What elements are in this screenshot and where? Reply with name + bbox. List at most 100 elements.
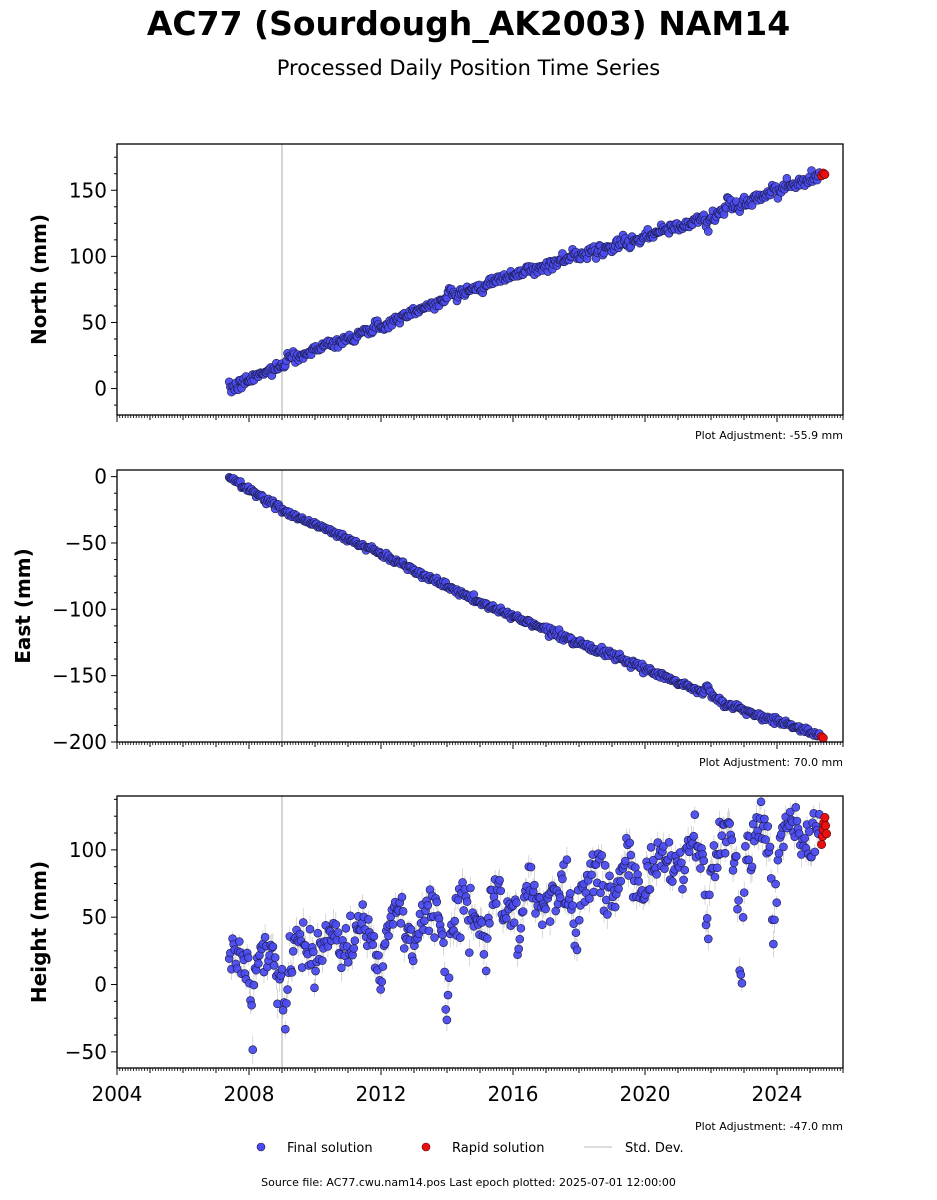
final-point [491,899,501,908]
final-point [696,864,705,873]
east-panel: 0 −50 −100 −150 −200 East (mm) Plot Adjustme… [11,465,844,769]
final-point [283,985,292,994]
final-point [450,916,460,926]
final-point [761,835,770,844]
final-point [453,895,463,905]
final-point [466,883,475,893]
height-rapid-points [817,813,831,849]
height-final-points [224,797,824,1054]
final-point [479,950,489,959]
final-point [310,983,319,993]
final-point [769,939,778,949]
final-point [772,898,782,907]
final-point [739,888,749,897]
final-point [234,937,244,946]
rapid-point [818,733,828,742]
legend-rapid-label: Rapid solution [452,1141,544,1156]
final-point [645,884,655,894]
height-panel: −50 0 50 100 2004 2008 2012 2016 2020 2024 Height… [27,795,844,1133]
final-point [571,928,581,938]
final-point [605,871,614,881]
legend-std-label: Std. Dev. [625,1141,684,1156]
final-point [791,803,801,812]
final-point [388,920,398,929]
final-point [465,948,474,957]
final-point [346,911,355,921]
final-point [337,963,346,973]
y-tick-label: −150 [52,664,107,688]
final-point [555,893,565,903]
final-point [699,856,709,865]
rapid-point [821,821,831,831]
final-point [509,918,519,927]
final-point [333,928,343,937]
y-tick-label: −50 [65,531,107,555]
x-tick-label: 2004 [92,1082,143,1106]
final-point [270,953,280,962]
final-point [776,830,786,839]
final-point [477,918,486,927]
final-point [516,923,526,933]
east-final-points [224,473,824,741]
final-point [247,1000,256,1010]
y-tick-label: −50 [65,1040,107,1064]
final-point [734,896,743,905]
final-point [800,833,810,843]
final-point [733,904,742,914]
final-point [551,906,561,916]
final-point [703,227,713,236]
final-point [502,914,511,923]
final-point [343,957,353,967]
final-point [515,934,525,944]
final-point [600,860,610,870]
y-tick-label: −100 [52,597,107,621]
east-rapid-points [817,732,828,742]
final-point [441,1005,451,1014]
final-point [565,889,575,898]
final-point [626,850,636,860]
final-point [423,901,433,910]
final-point [364,915,373,924]
final-point [298,918,308,927]
rapid-point [820,169,830,179]
final-point [376,985,385,994]
final-point [572,945,582,955]
final-point [603,910,612,919]
final-point [248,1045,258,1054]
final-point [690,810,700,819]
final-point [558,874,567,884]
legend: Final solution Rapid solution Std. Dev. [256,1141,684,1156]
final-point [679,875,688,885]
rapid-point [820,813,830,823]
final-point [771,879,780,889]
final-point [280,1024,290,1034]
y-tick-label: 100 [69,244,107,268]
final-point [368,940,378,950]
final-point [260,932,270,942]
final-point [545,917,555,926]
height-ylabel: Height (mm) [27,861,51,1003]
final-point [680,865,690,875]
final-point [406,925,416,934]
final-point [610,902,620,912]
legend-rapid-marker [421,1142,431,1152]
final-point [597,851,607,860]
final-point [380,939,390,948]
rapid-point [821,829,831,839]
final-point [282,999,291,1008]
final-point [531,909,540,918]
final-point [585,894,594,903]
final-point [384,931,393,941]
east-plot-adjustment: Plot Adjustment: 70.0 mm [699,756,843,769]
final-point [249,980,259,990]
final-point [720,848,730,858]
y-tick-label: 50 [82,905,107,929]
final-point [439,938,448,947]
final-point [482,934,492,943]
final-point [732,851,741,861]
final-point [481,966,491,976]
final-point [318,956,327,965]
final-point [649,855,658,865]
